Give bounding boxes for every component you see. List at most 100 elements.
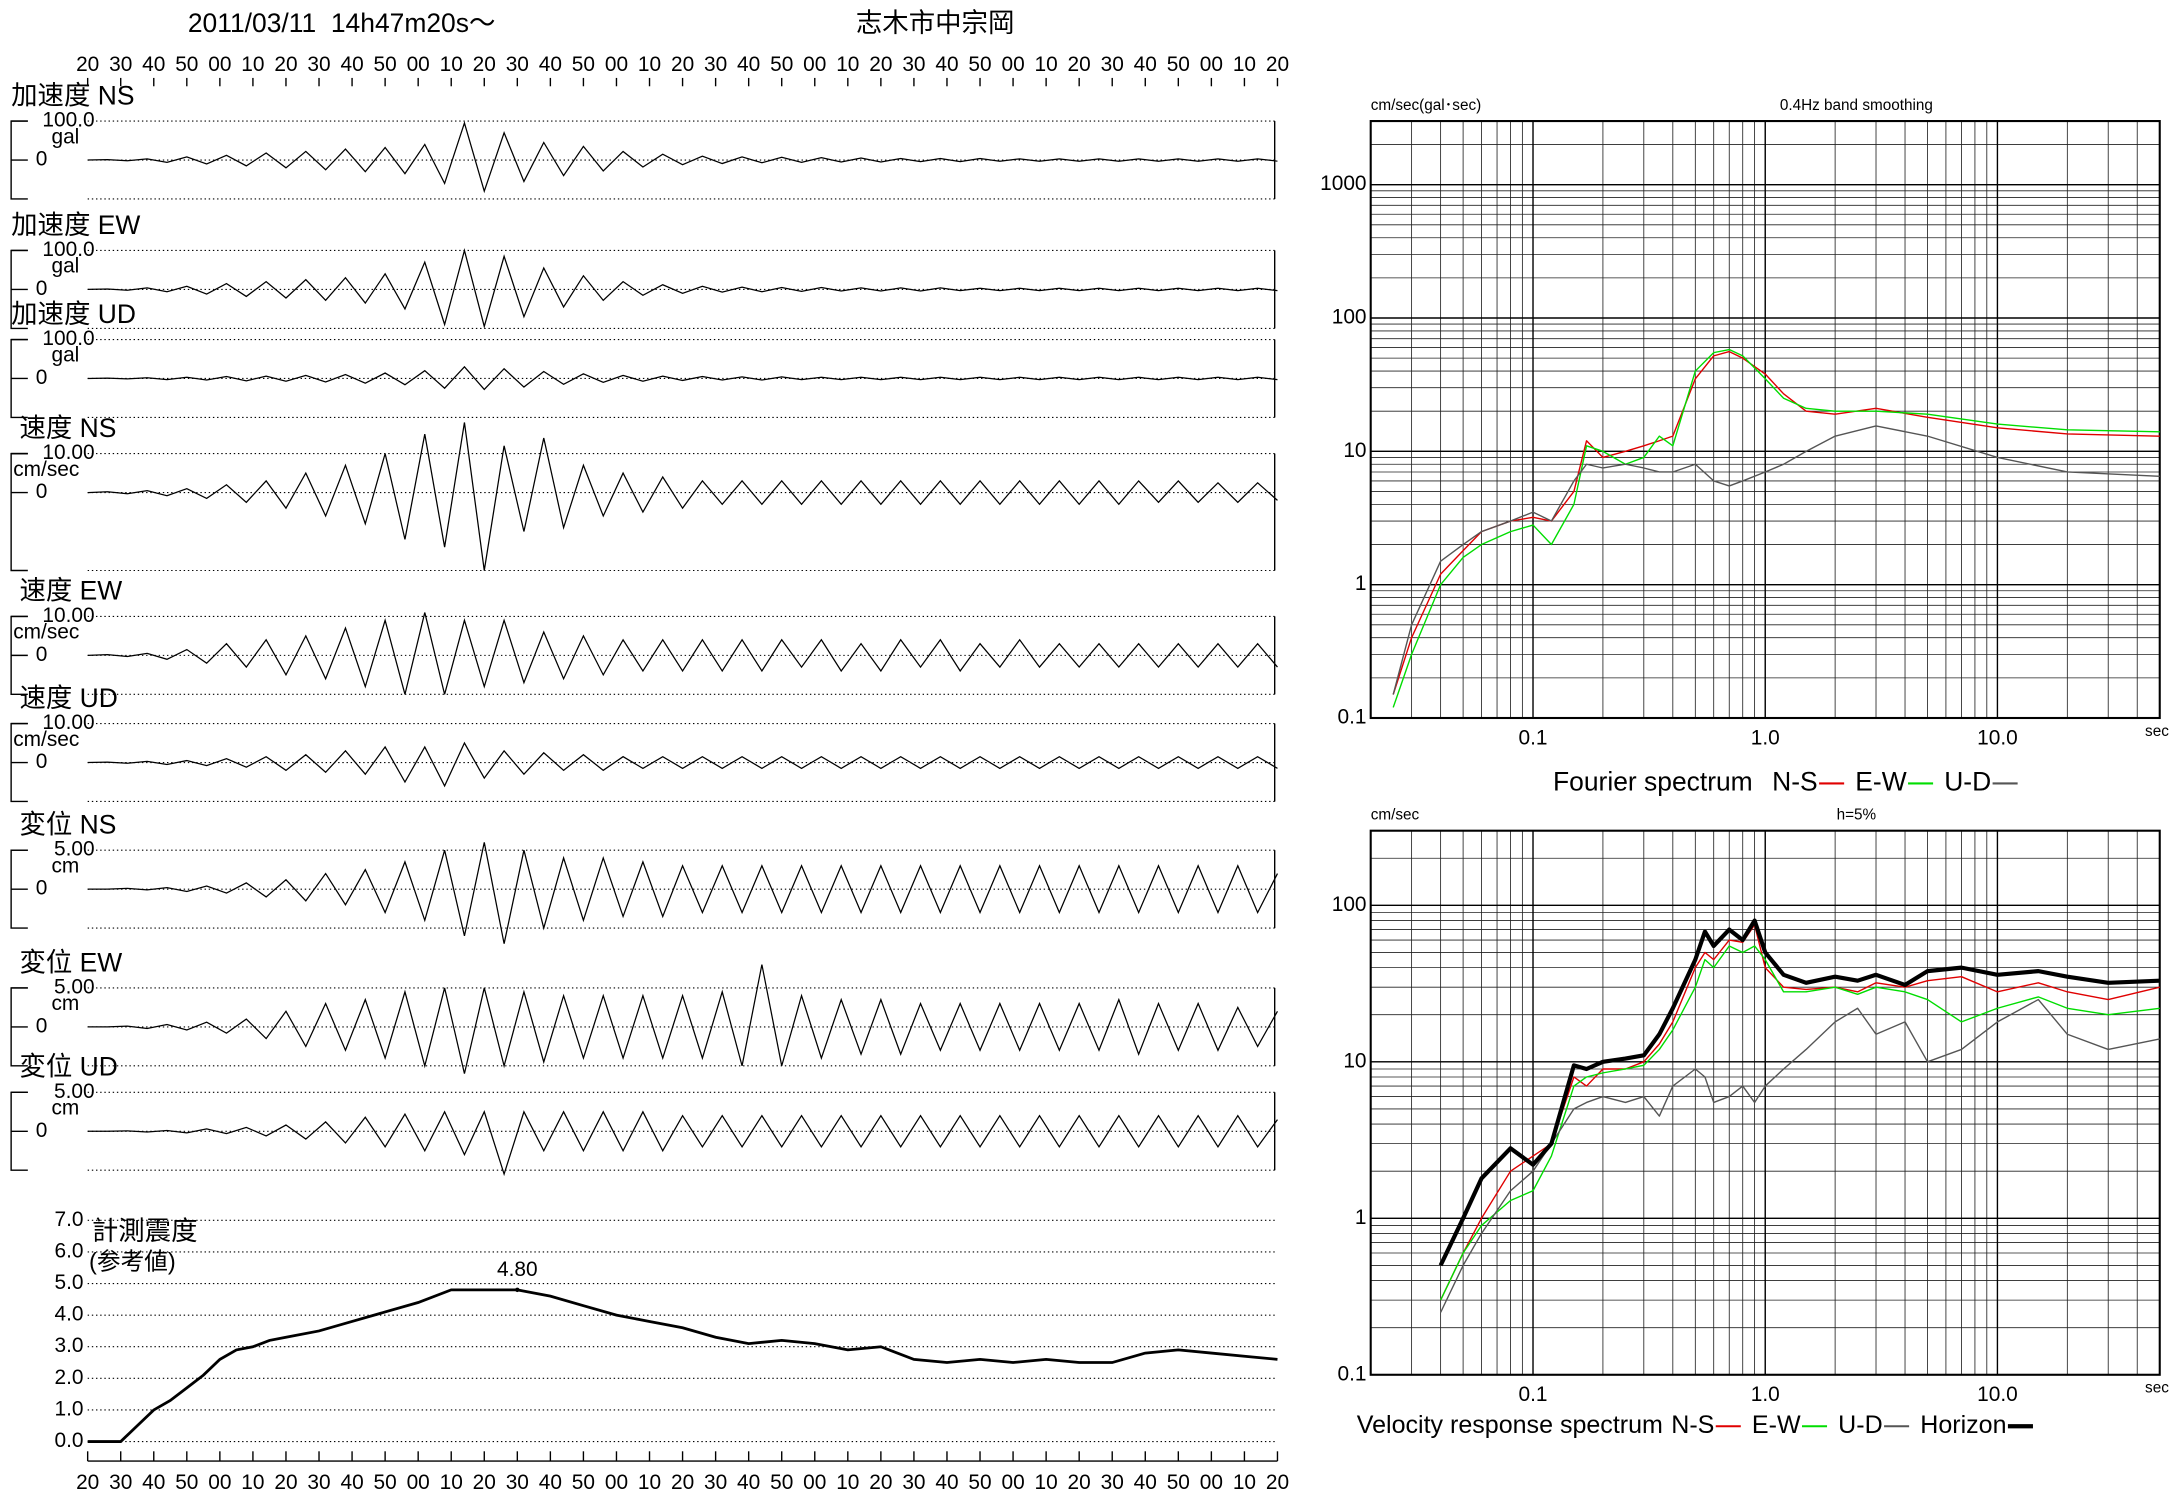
intensity-line bbox=[87, 1288, 1278, 1443]
x-tick-label: 20 bbox=[76, 1471, 99, 1494]
spectrum-line bbox=[1392, 350, 2160, 695]
unit-label: cm bbox=[52, 992, 80, 1015]
x-tick-label: 10 bbox=[440, 53, 463, 76]
x-tick-label: 30 bbox=[704, 1471, 727, 1494]
x-tick-label: 20 bbox=[274, 1471, 297, 1494]
y-tick-label: 5.00 bbox=[54, 838, 95, 861]
y-tick-label: 5.00 bbox=[54, 1080, 95, 1103]
x-tick-label: 00 bbox=[407, 1471, 430, 1494]
x-tick-label: 10 bbox=[638, 1471, 661, 1494]
x-tick-label: 50 bbox=[968, 53, 991, 76]
panel-label: 加速度 UD bbox=[11, 299, 136, 329]
unit-label: cm bbox=[52, 1097, 80, 1120]
chart-subtitle: (参考値) bbox=[89, 1249, 176, 1276]
x-tick-label: 1.0 bbox=[1751, 726, 1780, 749]
x-tick-label: 10.0 bbox=[1977, 1383, 2018, 1406]
x-tick-label: 50 bbox=[572, 1471, 595, 1494]
legend-title: Fourier spectrum bbox=[1553, 766, 1753, 796]
x-tick-label: 40 bbox=[935, 53, 958, 76]
x-tick-label: 40 bbox=[340, 1471, 363, 1494]
y-tick-label: 0.0 bbox=[54, 1429, 83, 1452]
spectrum-line bbox=[1392, 348, 2160, 708]
unit-label: gal bbox=[51, 344, 79, 367]
y-tick-label: 0 bbox=[36, 277, 48, 300]
unit-label: cm/sec bbox=[13, 458, 79, 481]
y-tick-label: 100 bbox=[1332, 893, 1367, 916]
x-tick-label: 40 bbox=[737, 1471, 760, 1494]
x-tick-label: 50 bbox=[175, 53, 198, 76]
y-tick-label: 1 bbox=[1355, 1206, 1367, 1229]
x-tick-label: 00 bbox=[1001, 1471, 1024, 1494]
unit-label: cm/sec bbox=[13, 621, 79, 644]
legend-label: N-S bbox=[1772, 766, 1818, 796]
waveform bbox=[87, 741, 1278, 788]
y-tick-label: 10.00 bbox=[42, 441, 94, 464]
x-tick-label: 40 bbox=[1134, 1471, 1157, 1494]
x-tick-label: 20 bbox=[76, 53, 99, 76]
y-tick-label: 5.00 bbox=[54, 975, 95, 998]
x-tick-label: 00 bbox=[803, 53, 826, 76]
x-tick-label: 20 bbox=[1266, 1471, 1289, 1494]
y-tick-label: 1000 bbox=[1320, 172, 1366, 195]
y-tick-label: 0 bbox=[36, 643, 48, 666]
y-tick-label: 100 bbox=[1332, 306, 1367, 329]
panel-label: 速度 EW bbox=[19, 576, 122, 606]
y-tick-label: 5.0 bbox=[54, 1271, 83, 1294]
y-tick-label: 100.0 bbox=[42, 109, 94, 132]
chart-title: 2011/03/11 14h47m20s～ bbox=[188, 8, 496, 38]
spectrum-line bbox=[1439, 998, 2160, 1313]
x-tick-label: 00 bbox=[605, 53, 628, 76]
x-tick-label: 30 bbox=[902, 1471, 925, 1494]
x-tick-label: 30 bbox=[307, 53, 330, 76]
y-tick-label: 0.1 bbox=[1338, 1362, 1367, 1385]
y-axis-label: cm/sec bbox=[1371, 806, 1420, 823]
x-tick-label: 50 bbox=[175, 1471, 198, 1494]
x-tick-label: 10 bbox=[241, 53, 264, 76]
panel-label: 変位 NS bbox=[19, 810, 116, 840]
waveform bbox=[87, 248, 1278, 329]
peak-marker bbox=[515, 1287, 520, 1293]
legend-label: U-D bbox=[1838, 1411, 1883, 1439]
y-tick-label: 0 bbox=[36, 750, 48, 773]
x-tick-label: 40 bbox=[935, 1471, 958, 1494]
waveform bbox=[87, 422, 1278, 571]
unit-label: gal bbox=[51, 255, 79, 278]
y-tick-label: 2.0 bbox=[54, 1366, 83, 1389]
unit-label: cm/sec bbox=[13, 728, 79, 751]
x-tick-label: 20 bbox=[1068, 53, 1091, 76]
x-tick-label: 0.1 bbox=[1519, 726, 1548, 749]
unit-label: gal bbox=[51, 125, 79, 148]
x-tick-label: 50 bbox=[374, 53, 397, 76]
chart-title: 0.4Hz band smoothing bbox=[1780, 97, 1933, 114]
spectrum-line bbox=[1438, 918, 2160, 1267]
x-tick-label: 50 bbox=[968, 1471, 991, 1494]
y-tick-label: 0 bbox=[36, 1014, 48, 1037]
x-tick-label: 40 bbox=[737, 53, 760, 76]
x-tick-label: 10 bbox=[836, 53, 859, 76]
x-tick-label: 30 bbox=[506, 1471, 529, 1494]
panel-label: 加速度 NS bbox=[11, 80, 134, 110]
x-tick-label: 20 bbox=[1266, 53, 1289, 76]
x-tick-label: 10 bbox=[638, 53, 661, 76]
spectrum-line bbox=[1392, 425, 2160, 695]
x-tick-label: 40 bbox=[142, 53, 165, 76]
x-tick-label: 30 bbox=[1101, 53, 1124, 76]
x-tick-label: 30 bbox=[109, 53, 132, 76]
annotation: 4.80 bbox=[497, 1258, 538, 1281]
x-tick-label: 20 bbox=[1068, 1471, 1091, 1494]
panel-label: 速度 UD bbox=[19, 683, 117, 713]
x-tick-label: 20 bbox=[869, 53, 892, 76]
waveform bbox=[87, 120, 1278, 194]
x-tick-label: 10.0 bbox=[1977, 726, 2018, 749]
y-tick-label: 0 bbox=[36, 366, 48, 389]
x-axis-label: sec bbox=[2145, 723, 2169, 740]
x-tick-label: 20 bbox=[473, 1471, 496, 1494]
x-tick-label: 20 bbox=[473, 53, 496, 76]
x-tick-label: 00 bbox=[803, 1471, 826, 1494]
chart-title: h=5% bbox=[1837, 806, 1877, 823]
y-tick-label: 10.00 bbox=[42, 711, 94, 734]
x-tick-label: 00 bbox=[605, 1471, 628, 1494]
x-tick-label: 30 bbox=[902, 53, 925, 76]
x-axis-label: sec bbox=[2145, 1380, 2169, 1397]
